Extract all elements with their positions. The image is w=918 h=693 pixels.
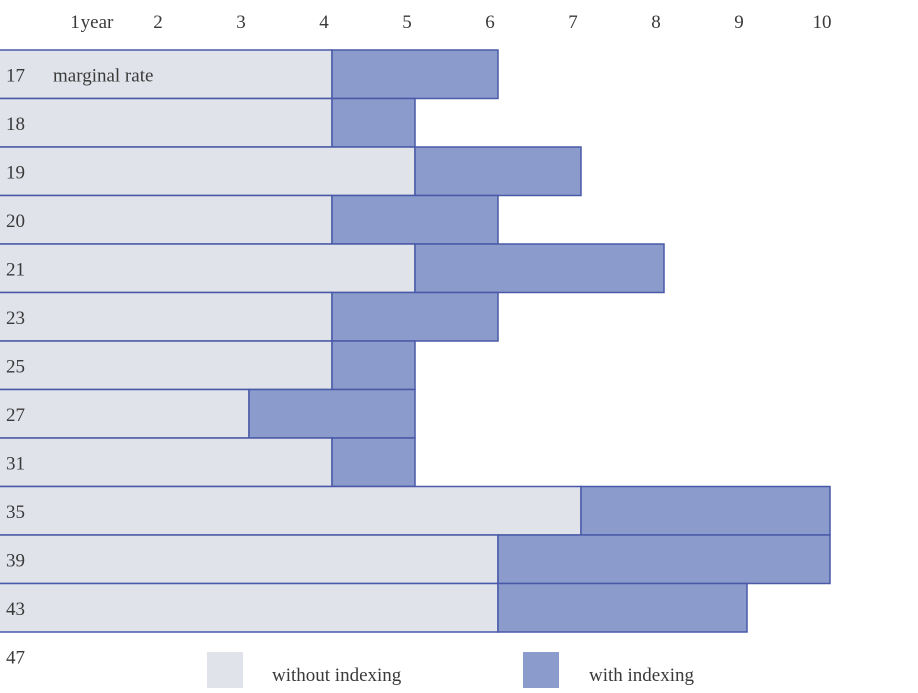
- legend-swatch: [523, 652, 559, 688]
- bar-with-indexing: [497, 582, 748, 633]
- x-axis-label: year: [81, 12, 114, 33]
- x-tick-label: 4: [319, 12, 329, 33]
- x-tick-label: 7: [568, 12, 578, 33]
- row-label: 20: [6, 211, 25, 232]
- row-label: 31: [6, 453, 25, 474]
- row-labels: 17 18 19 20 21 23 25 27 31 35 39 43 47 marginal rate: [6, 65, 153, 668]
- bar-with-indexing: [580, 485, 831, 536]
- bar-without-indexing: [0, 146, 416, 197]
- bar-without-indexing: [0, 582, 499, 633]
- row-label: 21: [6, 259, 25, 280]
- bar-with-indexing: [331, 340, 416, 391]
- row-label: 47: [6, 647, 25, 668]
- bar-with-indexing: [331, 437, 416, 488]
- row-label: 27: [6, 405, 25, 426]
- row-label: 23: [6, 308, 25, 329]
- bar-with-indexing: [331, 97, 416, 148]
- row-label: 17: [6, 65, 25, 86]
- bar-without-indexing: [0, 243, 416, 294]
- bar-without-indexing: [0, 49, 333, 100]
- x-tick-label: 2: [153, 12, 163, 33]
- row-label: 18: [6, 114, 25, 135]
- legend-swatch: [207, 652, 243, 688]
- x-tick-label: 6: [485, 12, 495, 33]
- row-label: 25: [6, 356, 25, 377]
- bar-with-indexing: [331, 49, 499, 100]
- x-tick-label: 5: [402, 12, 412, 33]
- x-tick-label: 8: [651, 12, 661, 33]
- row-axis-label: marginal rate: [53, 65, 153, 86]
- legend-label: with indexing: [589, 665, 695, 686]
- bar-with-indexing: [497, 534, 831, 585]
- bars: [0, 49, 831, 633]
- x-tick-label: 10: [813, 12, 832, 33]
- bar-with-indexing: [414, 243, 665, 294]
- bar-without-indexing: [0, 437, 333, 488]
- row-label: 19: [6, 162, 25, 183]
- bar-with-indexing: [331, 291, 499, 342]
- bar-without-indexing: [0, 485, 582, 536]
- row-label: 35: [6, 502, 25, 523]
- legend: without indexing with indexing: [207, 652, 695, 688]
- bar-without-indexing: [0, 534, 499, 585]
- legend-label: without indexing: [272, 665, 402, 686]
- row-label: 43: [6, 599, 25, 620]
- bar-with-indexing: [248, 388, 416, 439]
- x-tick-label: 1: [70, 12, 80, 33]
- x-tick-label: 3: [236, 12, 246, 33]
- bar-without-indexing: [0, 340, 333, 391]
- row-label: 39: [6, 550, 25, 571]
- bar-with-indexing: [331, 194, 499, 245]
- x-tick-label: 9: [734, 12, 744, 33]
- bar-with-indexing: [414, 146, 582, 197]
- bar-without-indexing: [0, 388, 250, 439]
- bar-without-indexing: [0, 97, 333, 148]
- bar-without-indexing: [0, 194, 333, 245]
- bar-without-indexing: [0, 291, 333, 342]
